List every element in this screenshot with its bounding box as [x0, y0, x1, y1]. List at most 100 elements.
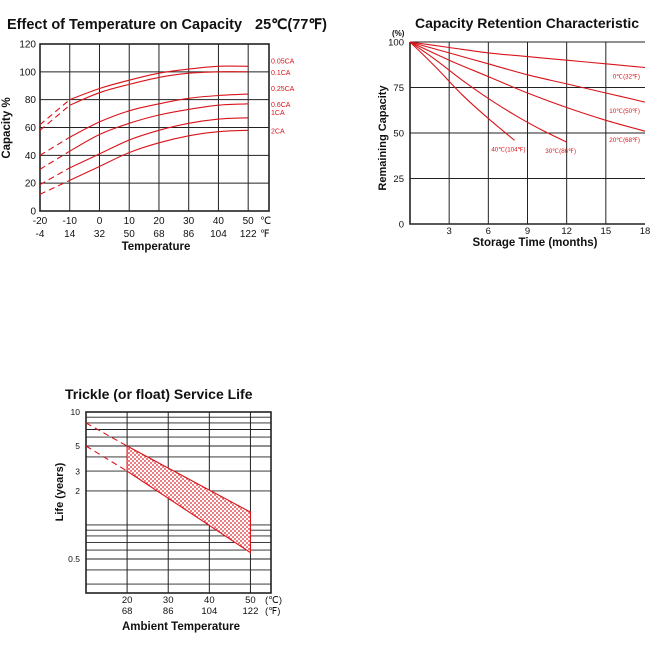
chart1-curve-dashed	[39, 136, 70, 156]
chart1-curve	[69, 129, 249, 181]
chart1-curves	[39, 65, 249, 195]
chart3-y-tick: 3	[75, 466, 80, 476]
chart1-series-label: 0.6CA	[271, 102, 291, 109]
chart3-grid	[85, 411, 272, 594]
chart1-series-label: 1CA	[271, 110, 285, 117]
chart3-x-tick-f: 68	[122, 606, 133, 617]
chart1-y-tick: 100	[19, 67, 36, 78]
chart2-curve	[409, 41, 646, 103]
chart1-series-label: 0.1CA	[271, 70, 291, 77]
chart3-x-tick-c: 50	[245, 595, 256, 606]
chart3-x-tick-f: 122	[243, 606, 259, 617]
chart2-curve	[409, 41, 646, 132]
chart2-y-tick: 100	[388, 38, 404, 49]
chart3-ticks: 20 30 40 50 68 86 104 122 10 5 3 2 0.5	[68, 407, 258, 617]
chart3-life-band	[126, 445, 251, 554]
chart1-x-tick-f: 14	[64, 229, 76, 240]
chart1-y-tick: 80	[25, 95, 37, 106]
chart3-x-unit-f: (℉)	[265, 606, 280, 617]
chart2-ticks: 3 6 9 12 15 18 100 75 50 25 0	[388, 38, 650, 238]
chart2-series-label: 40℃(104℉)	[491, 146, 525, 153]
chart3-x-tick-f: 104	[201, 606, 217, 617]
chart1-x-unit-c: ℃	[260, 216, 271, 227]
chart1-x-tick-f: 104	[210, 229, 227, 240]
chart1-series-label: 0.25CA	[271, 86, 295, 93]
chart1-x-tick-c: 20	[153, 216, 165, 227]
chart2-x-tick: 3	[447, 226, 452, 237]
chart1-curve	[69, 93, 249, 138]
chart2-curve	[409, 41, 567, 143]
chart1-x-tick-f: 50	[124, 229, 136, 240]
chart3-y-tick: 0.5	[68, 554, 80, 564]
chart3-x-tick-c: 30	[163, 595, 174, 606]
chart2-title: Capacity Retention Characteristic	[415, 15, 639, 31]
trickle-service-life-chart: Trickle (or float) Service Life 20 30 40 50…	[54, 386, 282, 633]
chart1-curve	[69, 103, 249, 152]
chart3-y-tick: 10	[71, 407, 81, 417]
chart1-x-tick-c: 0	[97, 216, 103, 227]
chart2-y-label: Remaining Capacity	[377, 85, 389, 191]
chart2-y-tick: 50	[393, 129, 404, 140]
chart3-x-tick-c: 20	[122, 595, 133, 606]
chart1-series-label: 2CA	[271, 128, 285, 135]
chart1-x-tick-c: 30	[183, 216, 195, 227]
chart1-curve-dashed	[39, 104, 71, 131]
chart2-x-tick: 9	[525, 226, 530, 237]
chart2-series-label: 10℃(50℉)	[609, 108, 640, 115]
chart2-grid	[409, 41, 645, 225]
chart1-title-suffix: 25℃(77℉)	[255, 17, 327, 33]
chart1-x-unit-f: ℉	[260, 229, 270, 240]
chart1-curve	[69, 71, 249, 106]
chart1-x-tick-c: -10	[63, 216, 78, 227]
chart3-frame	[85, 411, 272, 594]
chart3-y-tick: 5	[75, 441, 80, 451]
chart2-x-tick: 15	[601, 226, 612, 237]
chart1-x-tick-f: 32	[94, 229, 106, 240]
chart1-x-tick-f: -4	[36, 229, 45, 240]
chart2-curves	[409, 41, 646, 143]
chart1-y-tick: 40	[25, 151, 37, 162]
chart2-y-tick: 75	[393, 83, 404, 94]
chart1-y-label: Capacity %	[1, 97, 13, 158]
chart1-curve	[69, 117, 249, 169]
chart3-x-tick-f: 86	[163, 606, 174, 617]
chart2-y-unit: (%)	[392, 29, 405, 38]
chart3-x-unit-c: (℃)	[265, 595, 282, 606]
chart2-x-tick: 6	[486, 226, 491, 237]
chart3-x-label: Ambient Temperature	[122, 621, 240, 633]
chart2-series-label: 20℃(68℉)	[609, 137, 640, 144]
chart3-lower-dashed	[85, 445, 128, 472]
chart1-y-tick: 60	[25, 123, 37, 134]
capacity-retention-chart: Capacity Retention Characteristic (%) 0℃…	[377, 15, 650, 249]
chart1-x-tick-f: 68	[153, 229, 165, 240]
chart2-curve	[409, 41, 646, 69]
chart1-x-label: Temperature	[122, 241, 191, 253]
chart1-series-label: 0.05CA	[271, 58, 295, 65]
chart2-y-tick: 0	[399, 220, 404, 231]
chart1-curve-dashed	[39, 167, 70, 186]
chart1-grid	[39, 43, 270, 212]
chart2-x-tick: 12	[561, 226, 572, 237]
chart1-x-tick-c: 40	[213, 216, 225, 227]
chart1-y-tick: 0	[30, 207, 36, 218]
chart2-x-tick: 18	[640, 226, 650, 237]
chart1-x-tick-f: 86	[183, 229, 195, 240]
chart1-x-tick-f: 122	[240, 229, 257, 240]
chart1-curve	[69, 65, 249, 101]
temperature-capacity-chart: Effect of Temperature on Capacity 25℃(77…	[1, 17, 327, 253]
chart3-y-tick: 2	[75, 486, 80, 496]
chart3-title: Trickle (or float) Service Life	[65, 386, 253, 402]
chart2-series-label: 0℃(32℉)	[613, 73, 640, 80]
chart1-curve-dashed	[39, 179, 70, 195]
chart3-x-tick-c: 40	[204, 595, 215, 606]
chart1-x-tick-c: 10	[124, 216, 136, 227]
chart1-x-tick-c: -20	[33, 216, 48, 227]
chart2-series-labels: 0℃(32℉) 10℃(50℉) 20℃(68℉) 30℃(86℉) 40℃(104℉)	[491, 73, 640, 155]
chart3-y-label: Life (years)	[54, 462, 66, 521]
chart2-x-label: Storage Time (months)	[472, 237, 597, 249]
chart1-curve-dashed	[39, 150, 70, 170]
chart1-curve-dashed	[39, 99, 71, 126]
chart3-band	[85, 422, 251, 554]
